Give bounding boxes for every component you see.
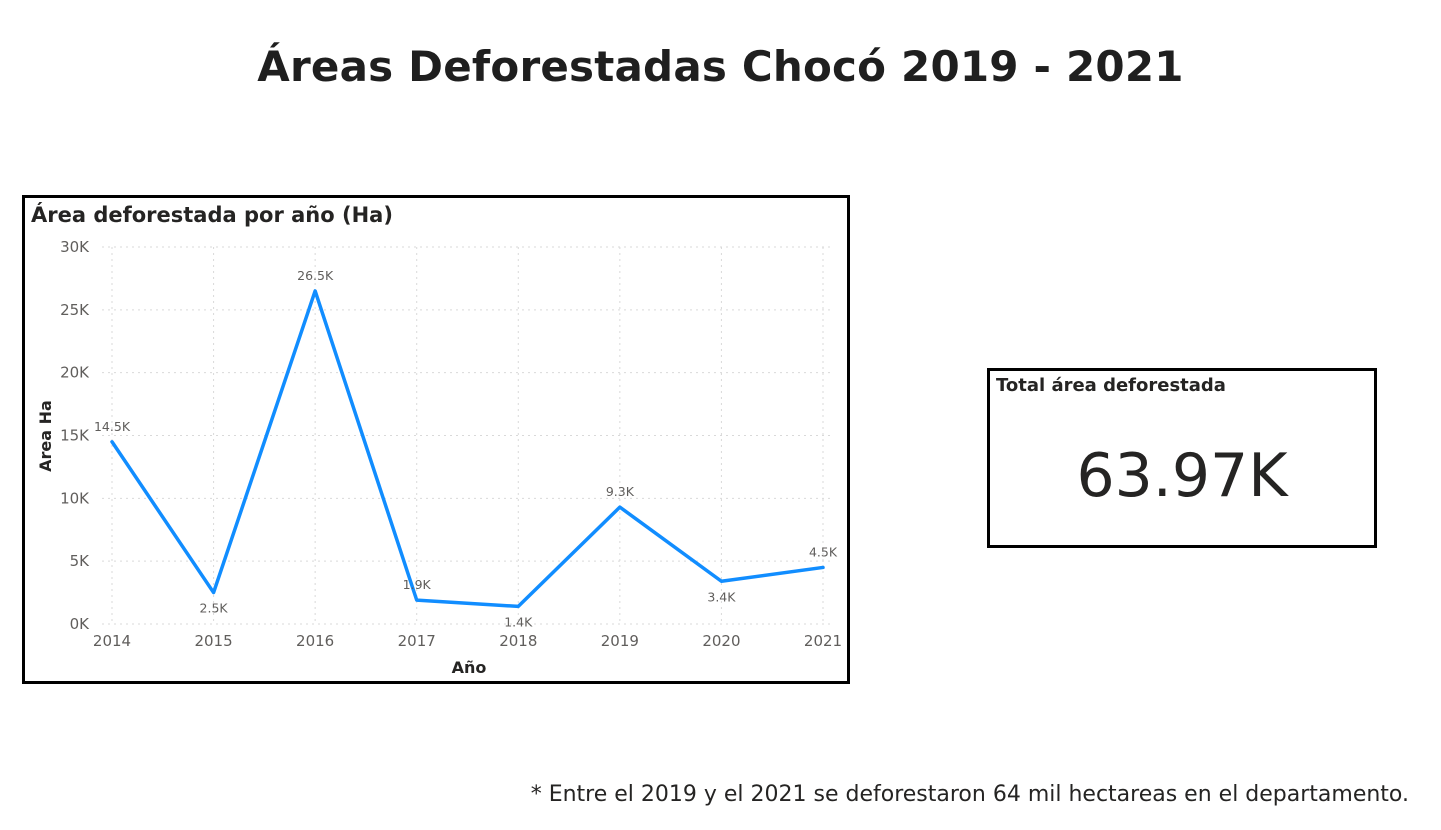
data-point[interactable] xyxy=(616,503,624,511)
y-axis-title: Area Ha xyxy=(36,400,55,472)
y-axis-ticks: 0K 5K 10K 15K 20K 25K 30K xyxy=(60,238,90,633)
data-point[interactable] xyxy=(108,438,116,446)
y-tick-label: 10K xyxy=(60,489,90,507)
x-axis-ticks: 2014 2015 2016 2017 2018 2019 2020 2021 xyxy=(93,632,842,650)
y-tick-label: 0K xyxy=(70,615,91,633)
x-tick-label: 2020 xyxy=(702,632,740,650)
chart-title: Área deforestada por año (Ha) xyxy=(31,203,393,227)
x-tick-label: 2019 xyxy=(601,632,639,650)
y-tick-label: 30K xyxy=(60,238,90,256)
data-label: 14.5K xyxy=(94,419,131,434)
kpi-title: Total área deforestada xyxy=(996,375,1226,396)
data-point[interactable] xyxy=(311,287,319,295)
x-axis-title: Año xyxy=(452,658,487,677)
data-label: 4.5K xyxy=(809,544,838,559)
data-label: 3.4K xyxy=(707,589,736,604)
line-chart[interactable]: 0K 5K 10K 15K 20K 25K 30K 2014 2015 2016 2017 2018… xyxy=(25,198,847,681)
footnote: * Entre el 2019 y el 2021 se deforestaro… xyxy=(530,782,1409,807)
data-point[interactable] xyxy=(514,602,522,610)
line-chart-card[interactable]: Área deforestada por año (Ha) 0K 5K 10K 15K… xyxy=(22,195,850,684)
x-tick-label: 2015 xyxy=(194,632,232,650)
data-point[interactable] xyxy=(717,577,725,585)
x-tick-label: 2017 xyxy=(398,632,436,650)
data-label: 26.5K xyxy=(297,268,334,283)
y-tick-label: 5K xyxy=(70,552,91,570)
y-tick-label: 25K xyxy=(60,301,90,319)
data-point[interactable] xyxy=(413,596,421,604)
page-title: Áreas Deforestadas Chocó 2019 - 2021 xyxy=(257,42,1184,91)
data-label: 2.5K xyxy=(200,601,229,616)
data-point[interactable] xyxy=(819,563,827,571)
series-line[interactable] xyxy=(110,289,825,609)
x-tick-label: 2016 xyxy=(296,632,334,650)
data-point[interactable] xyxy=(210,589,218,597)
data-label: 9.3K xyxy=(606,484,635,499)
data-label: 1.9K xyxy=(403,577,432,592)
data-label: 1.4K xyxy=(504,614,533,629)
y-tick-label: 15K xyxy=(60,427,90,445)
kpi-card[interactable]: Total área deforestada 63.97K xyxy=(987,368,1377,548)
y-tick-label: 20K xyxy=(60,364,90,382)
data-labels: 14.5K 2.5K 26.5K 1.9K 1.4K 9.3K 3.4K 4.5K xyxy=(94,268,838,629)
kpi-value: 63.97K xyxy=(1076,441,1288,511)
x-tick-label: 2021 xyxy=(804,632,842,650)
x-tick-label: 2018 xyxy=(499,632,537,650)
grid-lines xyxy=(102,246,833,625)
x-tick-label: 2014 xyxy=(93,632,131,650)
